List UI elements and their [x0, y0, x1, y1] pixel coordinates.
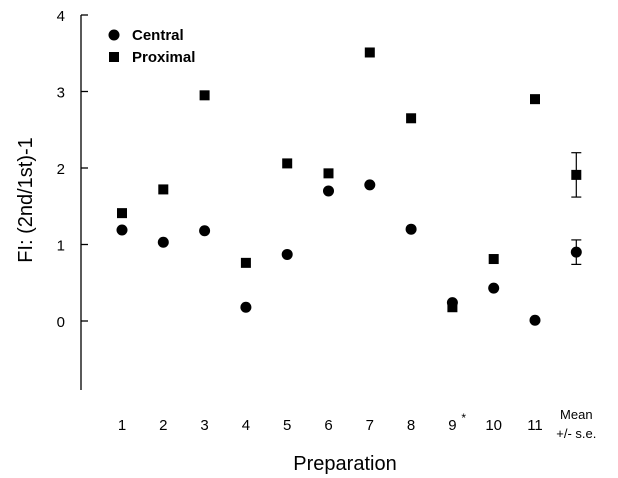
proximal-point — [240, 257, 251, 268]
proximal-point — [117, 208, 127, 219]
central-point — [281, 248, 293, 260]
legend: Central Proximal — [108, 27, 195, 66]
legend-proximal-marker — [109, 52, 119, 62]
x-tick-label-line2: +/- s.e. — [556, 426, 596, 441]
proximal-point — [571, 169, 582, 180]
x-axis-title: Preparation — [293, 453, 396, 475]
proximal-point — [282, 158, 293, 169]
x-tick-label: 5 — [283, 417, 291, 434]
proximal-point — [530, 94, 540, 105]
axis-ticks: 0 1 2 3 4 1 2 3 4 5 6 7 8 9 * 10 11 Mean +/- s.e. — [57, 8, 597, 441]
central-point — [157, 236, 169, 248]
y-tick-label: 1 — [57, 238, 65, 255]
legend-central-label: Central — [132, 27, 184, 44]
y-tick-label: 0 — [57, 314, 65, 331]
central-point — [570, 246, 582, 258]
x-tick-label: 7 — [366, 417, 374, 434]
central-point — [240, 301, 252, 313]
x-tick-label: 6 — [324, 417, 332, 434]
x-tick-label: 10 — [485, 417, 502, 434]
proximal-point — [364, 47, 375, 58]
legend-central-marker — [108, 29, 120, 41]
y-tick-label: 2 — [57, 161, 65, 178]
x-tick-label: Mean — [560, 407, 593, 422]
x-tick-label-asterisk: * — [461, 411, 466, 425]
x-tick-label: 9 — [448, 417, 456, 434]
central-point — [405, 223, 417, 235]
data-marks — [116, 47, 582, 326]
x-tick-label: 2 — [159, 417, 167, 434]
legend-proximal-label: Proximal — [132, 49, 195, 66]
proximal-point — [488, 254, 499, 265]
y-axis-title: FI: (2nd/1st)-1 — [15, 137, 37, 263]
y-tick-label: 3 — [57, 85, 65, 102]
proximal-point — [323, 168, 334, 179]
x-tick-label: 8 — [407, 417, 415, 434]
proximal-point — [406, 113, 417, 124]
x-tick-label: 11 — [527, 417, 543, 434]
central-point — [323, 185, 334, 197]
proximal-point — [447, 302, 458, 313]
x-tick-label: 1 — [118, 417, 126, 434]
central-point — [529, 314, 541, 326]
central-point — [364, 179, 376, 191]
proximal-point — [199, 90, 210, 101]
x-tick-label: 3 — [200, 417, 208, 434]
central-point — [199, 225, 211, 237]
central-point — [488, 282, 500, 294]
proximal-point — [158, 184, 169, 195]
y-tick-label: 4 — [57, 8, 65, 25]
x-tick-label: 4 — [242, 417, 250, 434]
central-point — [116, 224, 128, 236]
